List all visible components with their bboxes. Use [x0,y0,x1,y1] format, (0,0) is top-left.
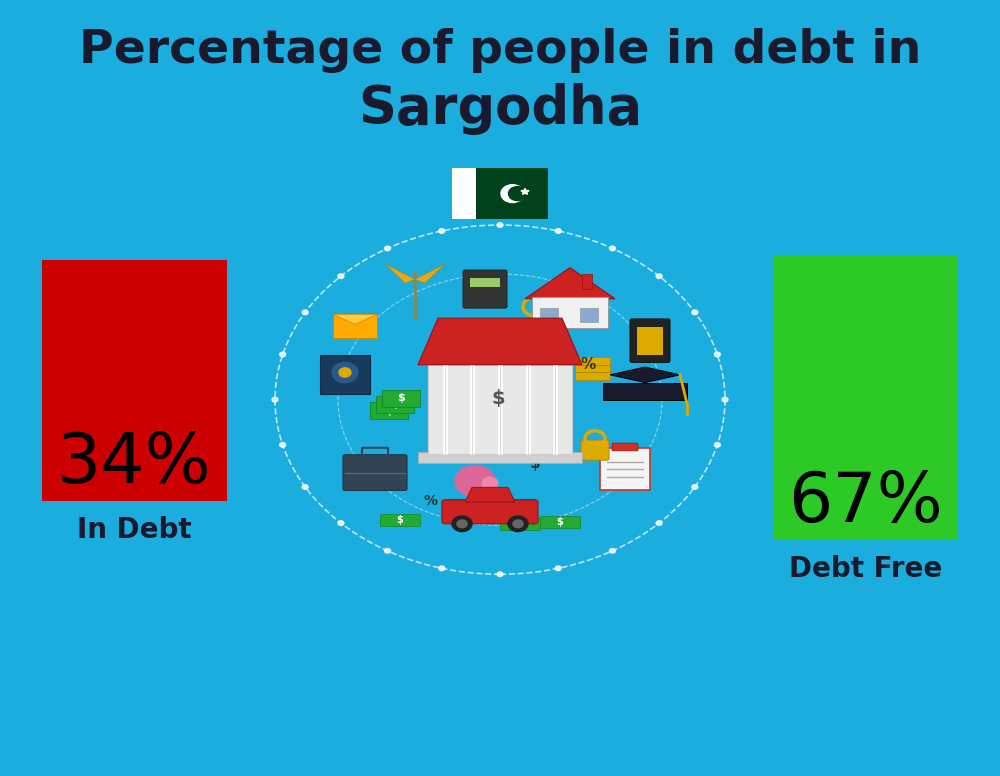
Circle shape [439,566,445,570]
FancyBboxPatch shape [343,455,407,490]
Circle shape [280,442,286,447]
Circle shape [275,225,725,574]
Circle shape [332,362,358,383]
FancyBboxPatch shape [581,440,609,460]
Polygon shape [418,318,582,365]
Circle shape [555,229,561,234]
Polygon shape [525,268,615,299]
FancyBboxPatch shape [580,308,598,322]
FancyBboxPatch shape [376,396,414,413]
Circle shape [482,477,498,490]
Circle shape [338,521,344,525]
Circle shape [384,549,390,553]
FancyBboxPatch shape [370,402,408,419]
Circle shape [302,310,308,315]
Circle shape [272,397,278,402]
Circle shape [656,274,662,279]
FancyBboxPatch shape [463,270,507,308]
Text: $: $ [557,518,563,527]
FancyBboxPatch shape [575,372,610,380]
Circle shape [497,223,503,227]
FancyBboxPatch shape [637,327,663,355]
FancyBboxPatch shape [476,168,548,219]
Circle shape [722,397,728,402]
Circle shape [656,521,662,525]
Text: $: $ [530,456,540,471]
FancyBboxPatch shape [470,278,500,287]
Circle shape [513,520,523,528]
Circle shape [385,246,391,251]
Text: 67%: 67% [788,469,943,535]
Polygon shape [603,383,687,400]
FancyBboxPatch shape [452,168,476,219]
Circle shape [280,352,286,357]
Circle shape [508,516,528,532]
FancyBboxPatch shape [382,390,420,407]
Text: Debt Free: Debt Free [789,555,942,583]
Polygon shape [610,367,680,383]
Circle shape [501,185,524,203]
Circle shape [555,566,561,570]
Text: $: $ [397,515,403,525]
Text: 34%: 34% [57,430,212,497]
FancyBboxPatch shape [600,448,650,490]
Circle shape [610,549,616,553]
Polygon shape [521,189,529,194]
FancyBboxPatch shape [582,274,592,289]
FancyBboxPatch shape [773,256,958,539]
Polygon shape [385,264,415,283]
Circle shape [339,368,351,377]
Text: $: $ [385,406,393,415]
Text: Sargodha: Sargodha [358,82,642,135]
FancyBboxPatch shape [532,297,608,328]
Circle shape [338,274,344,279]
FancyBboxPatch shape [575,357,610,365]
Text: $: $ [491,389,505,407]
Circle shape [497,572,503,577]
FancyBboxPatch shape [380,514,420,526]
FancyBboxPatch shape [540,308,558,322]
Polygon shape [465,487,515,502]
FancyBboxPatch shape [500,518,540,530]
FancyBboxPatch shape [333,314,377,338]
FancyBboxPatch shape [418,452,582,463]
Circle shape [692,484,698,490]
Text: In Debt: In Debt [77,516,192,544]
FancyBboxPatch shape [42,260,227,501]
Circle shape [455,466,495,497]
Text: %: % [423,494,437,508]
FancyBboxPatch shape [575,365,610,372]
FancyBboxPatch shape [442,500,538,524]
FancyBboxPatch shape [540,516,580,528]
Polygon shape [415,264,445,283]
FancyBboxPatch shape [320,355,370,394]
Text: $: $ [517,519,523,528]
FancyBboxPatch shape [630,319,670,362]
Circle shape [302,484,308,490]
Circle shape [714,352,720,357]
Polygon shape [333,314,377,324]
Circle shape [457,520,467,528]
Circle shape [692,310,698,315]
Circle shape [714,442,720,447]
FancyBboxPatch shape [428,365,572,454]
Circle shape [452,516,472,532]
FancyBboxPatch shape [612,443,638,451]
Text: $: $ [397,393,405,403]
Text: Percentage of people in debt in: Percentage of people in debt in [79,28,921,73]
Text: $: $ [391,400,399,409]
Circle shape [508,186,526,201]
Circle shape [610,246,616,251]
Circle shape [439,229,445,234]
Text: %: % [580,357,596,372]
